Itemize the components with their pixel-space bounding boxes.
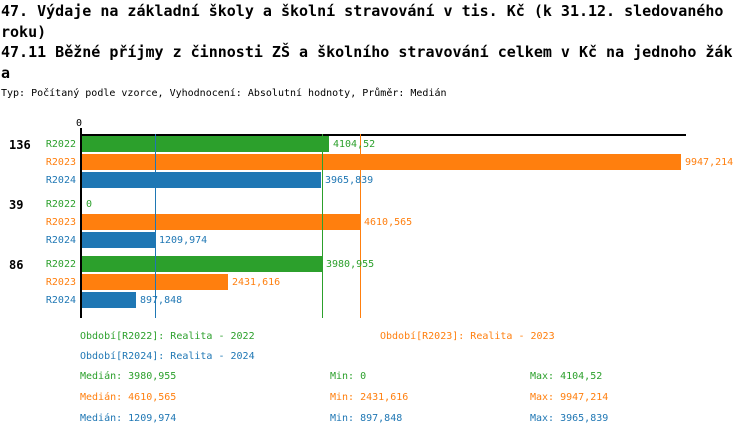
- category-label: 86: [9, 258, 24, 272]
- median-line-r2022: [322, 134, 323, 318]
- bar-value-label: 1209,974: [159, 235, 208, 246]
- stat-max-r2022: Max: 4104,52: [530, 371, 603, 382]
- bar-value-label: 2431,616: [232, 277, 281, 288]
- bar-value-label: 3980,955: [326, 259, 375, 270]
- title-line-4: a: [1, 63, 11, 82]
- bar-value-label: 897,848: [140, 295, 183, 306]
- bar-value-label: 9947,214: [685, 157, 734, 168]
- legend-item-r2024: Období[R2024]: Realita - 2024: [80, 351, 255, 362]
- bar-r2023-39: [82, 214, 360, 230]
- series-label-r2022: R2022: [45, 259, 76, 270]
- series-label-r2024: R2024: [45, 295, 76, 306]
- series-label-r2022: R2022: [45, 139, 76, 150]
- series-label-r2024: R2024: [45, 235, 76, 246]
- bar-chart: 0 136 R2022 4104,52 R2023 9947,214 R2024 3965,8…: [0, 112, 750, 324]
- legend-item-r2023: Období[R2023]: Realita - 2023: [380, 331, 555, 342]
- bar-r2024-39: [82, 232, 155, 248]
- stat-max-r2023: Max: 9947,214: [530, 392, 609, 403]
- stat-min-r2024: Min: 897,848: [330, 413, 403, 424]
- bar-r2023-136: [82, 154, 681, 170]
- bar-value-label: 4104,52: [333, 139, 376, 150]
- median-line-r2023: [360, 134, 361, 318]
- stat-max-r2024: Max: 3965,839: [530, 413, 609, 424]
- stat-median-r2023: Medián: 4610,565: [80, 392, 177, 403]
- bar-value-label: 4610,565: [364, 217, 413, 228]
- stat-min-r2023: Min: 2431,616: [330, 392, 409, 403]
- bar-r2024-86: [82, 292, 136, 308]
- y-axis-line: [80, 128, 82, 318]
- legend-item-r2022: Období[R2022]: Realita - 2022: [80, 331, 255, 342]
- series-label-r2023: R2023: [45, 217, 76, 228]
- bar-value-label: 3965,839: [325, 175, 374, 186]
- stat-median-r2024: Medián: 1209,974: [80, 413, 177, 424]
- series-label-r2023: R2023: [45, 277, 76, 288]
- stat-min-r2022: Min: 0: [330, 371, 367, 382]
- bar-r2024-136: [82, 172, 321, 188]
- report-subtitle: Typ: Počítaný podle vzorce, Vyhodnocení:…: [1, 88, 447, 99]
- series-label-r2023: R2023: [45, 157, 76, 168]
- category-label: 136: [9, 138, 31, 152]
- x-axis-zero-tick: 0: [76, 118, 83, 129]
- title-line-3: 47.11 Běžné příjmy z činnosti ZŠ a školn…: [1, 43, 733, 61]
- bar-r2022-136: [82, 136, 329, 152]
- x-axis-line: [80, 134, 686, 136]
- stat-median-r2022: Medián: 3980,955: [80, 371, 177, 382]
- title-line-1: 47. Výdaje na základní školy a školní st…: [1, 2, 724, 20]
- title-line-2: roku): [1, 22, 47, 41]
- series-label-r2024: R2024: [45, 175, 76, 186]
- bar-r2022-86: [82, 256, 322, 272]
- bar-value-label: 0: [86, 199, 93, 210]
- series-label-r2022: R2022: [45, 199, 76, 210]
- report-title: 47. Výdaje na základní školy a školní st…: [1, 1, 749, 83]
- category-label: 39: [9, 198, 24, 212]
- median-line-r2024: [155, 134, 156, 318]
